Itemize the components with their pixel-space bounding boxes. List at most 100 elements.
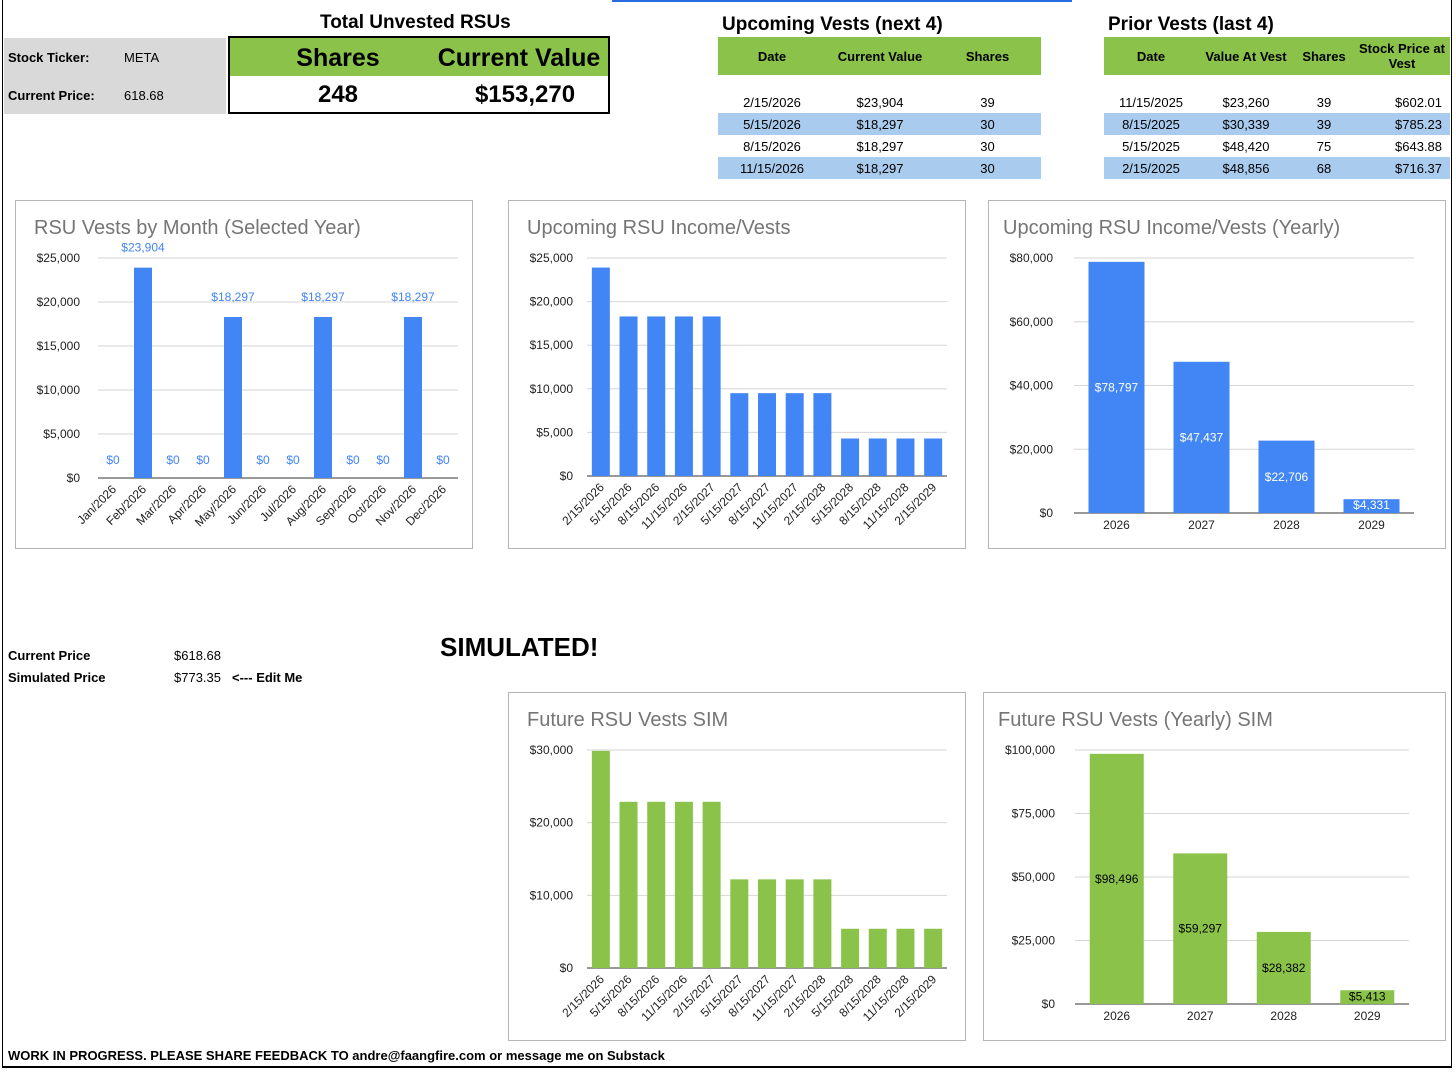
y-tick-label: $0	[1042, 997, 1056, 1011]
y-tick-label: $5,000	[43, 427, 80, 441]
chart-future-yearly-sim[interactable]: Future RSU Vests (Yearly) SIM $0 $25,000 $…	[983, 692, 1446, 1041]
price-cell: $716.37	[1395, 160, 1442, 176]
bar	[813, 393, 832, 476]
bar	[785, 393, 804, 476]
footer-note: WORK IN PROGRESS. PLEASE SHARE FEEDBACK …	[8, 1048, 665, 1063]
bar	[841, 928, 860, 968]
prior-vests-title: Prior Vests (last 4)	[1108, 14, 1274, 35]
chart-svg: $0$10,000$20,000$30,0002/15/20265/15/202…	[530, 743, 947, 1024]
y-tick-label: $75,000	[1012, 807, 1056, 821]
y-tick-label: $25,000	[1012, 934, 1056, 948]
total-unvested-box: Shares Current Value 248 $153,270	[228, 36, 610, 114]
bar	[404, 316, 422, 478]
header-cell: Date	[757, 48, 787, 64]
data-label: $0	[106, 453, 120, 467]
y-tick-label: $20,000	[37, 295, 81, 309]
value-cell: $23,260	[1222, 94, 1270, 110]
price-cell: $785.23	[1395, 116, 1442, 132]
chart-vests-by-month[interactable]: RSU Vests by Month (Selected Year) $0 $5,…	[15, 200, 473, 549]
data-label: $22,706	[1265, 470, 1309, 484]
y-tick-label: $80,000	[1010, 251, 1054, 265]
chart-upcoming-yearly[interactable]: Upcoming RSU Income/Vests (Yearly) $0 $20…	[988, 200, 1446, 549]
data-label: $4,331	[1353, 498, 1390, 512]
upcoming-vests-title: Upcoming Vests (next 4)	[722, 14, 943, 35]
y-tick-label: $40,000	[1010, 379, 1054, 393]
bar	[758, 393, 776, 476]
sim-current-price-label: Current Price	[8, 648, 91, 663]
data-label: $18,297	[301, 290, 345, 304]
shares-cell: 39	[1316, 116, 1332, 132]
data-label: $0	[286, 453, 300, 467]
data-label: $0	[166, 453, 180, 467]
edit-me-hint: <--- Edit Me	[232, 670, 303, 685]
y-tick-label: $30,000	[530, 743, 574, 757]
current-price-label: Current Price:	[8, 88, 95, 103]
y-tick-label: $10,000	[530, 382, 574, 396]
bar	[1089, 753, 1144, 1004]
ticker-info-box: Stock Ticker: META Current Price: 618.68	[4, 38, 226, 114]
bar	[619, 801, 638, 968]
total-unvested-title: Total Unvested RSUs	[320, 12, 511, 33]
data-label: $0	[376, 453, 390, 467]
data-label: $23,904	[121, 241, 165, 255]
shares-cell: 39	[980, 94, 995, 110]
table-row: 2/15/2025 $48,856 68 $716.37	[1104, 157, 1450, 179]
chart-svg: $0 $25,000 $50,000 $75,000 $100,000 2026 $98,4…	[1005, 743, 1409, 1023]
sim-simulated-price-label: Simulated Price	[8, 670, 106, 685]
shares-cell: 75	[1316, 138, 1332, 154]
value-cell: $18,297	[856, 138, 904, 154]
bar	[134, 267, 152, 478]
table-row: 5/15/2025 $48,420 75 $643.88	[1104, 135, 1450, 157]
data-label: $0	[346, 453, 360, 467]
header-link-underline	[612, 0, 1072, 2]
x-tick-label: 2027	[1187, 1009, 1214, 1023]
data-label: $5,413	[1349, 989, 1386, 1003]
bar	[1173, 361, 1230, 513]
x-tick-label: 2027	[1188, 518, 1215, 532]
current-price-value: 618.68	[124, 88, 164, 103]
y-tick-label: $0	[67, 471, 81, 485]
bar	[647, 316, 666, 476]
y-tick-label: $20,000	[1010, 442, 1054, 456]
y-tick-label: $0	[560, 469, 574, 483]
x-tick-label: 2026	[1103, 518, 1130, 532]
bar	[924, 438, 943, 476]
sim-simulated-price-input[interactable]: $773.35	[174, 670, 221, 685]
data-label: $0	[196, 453, 210, 467]
ticker-label: Stock Ticker:	[8, 50, 90, 65]
chart-title: Upcoming RSU Income/Vests (Yearly)	[1003, 217, 1341, 239]
chart-future-vests-sim[interactable]: Future RSU Vests SIM $0 $10,000 $20,000 $30…	[508, 692, 966, 1041]
bar	[841, 438, 860, 476]
header-cell: Stock Price at Vest	[1359, 41, 1445, 71]
bar	[785, 879, 804, 968]
value-cell: $30,339	[1222, 116, 1270, 132]
bar	[674, 316, 693, 476]
bar	[1343, 499, 1400, 513]
ticker-value[interactable]: META	[124, 50, 160, 65]
chart-title: RSU Vests by Month (Selected Year)	[34, 217, 361, 239]
date-cell: 5/15/2026	[743, 116, 801, 132]
bar	[224, 316, 242, 478]
y-tick-label: $20,000	[530, 816, 574, 830]
bar	[647, 801, 666, 968]
y-tick-label: $100,000	[1005, 743, 1055, 757]
prior-header-row: Date Value At Vest Shares Stock Price at…	[1104, 37, 1450, 75]
date-cell: 5/15/2025	[1122, 138, 1180, 154]
bar	[702, 801, 721, 968]
y-tick-label: $25,000	[37, 251, 81, 265]
chart-upcoming-income[interactable]: Upcoming RSU Income/Vests $0 $5,000 $10,00…	[508, 200, 966, 549]
bar	[1173, 853, 1228, 1004]
y-tick-label: $0	[560, 961, 574, 975]
bar	[896, 928, 915, 968]
table-row: 11/15/2025 $23,260 39 $602.01	[1104, 91, 1450, 113]
bar	[1256, 931, 1311, 1004]
simulated-heading: SIMULATED!	[440, 632, 599, 662]
chart-svg: $0$5,000$10,000$15,000$20,000$25,0002/15…	[530, 251, 947, 532]
header-cell: Shares	[965, 48, 1010, 64]
data-label: $0	[436, 453, 450, 467]
bar	[1088, 261, 1145, 513]
bar	[702, 316, 721, 476]
x-tick-label: 2028	[1273, 518, 1300, 532]
date-cell: 2/15/2025	[1122, 160, 1180, 176]
shares-cell: 30	[980, 160, 995, 176]
